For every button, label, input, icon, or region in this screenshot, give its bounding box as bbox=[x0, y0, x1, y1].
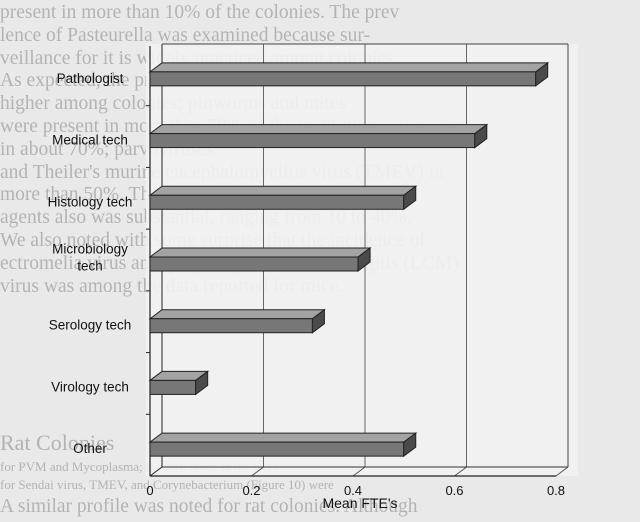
category-label: Virology tech bbox=[51, 379, 129, 394]
category-label: Pathologist bbox=[57, 71, 124, 86]
x-axis-label: Mean FTE's bbox=[322, 495, 397, 511]
x-tick-label: 0.6 bbox=[445, 483, 463, 498]
bar-top-face bbox=[148, 185, 418, 196]
bar-top-face bbox=[148, 432, 418, 443]
bar-end-face bbox=[403, 432, 417, 458]
x-tick-label: 0.8 bbox=[547, 483, 565, 498]
x-tick-label: 0.4 bbox=[344, 483, 362, 498]
x-tick-label: 0 bbox=[146, 483, 153, 498]
bar bbox=[149, 441, 405, 457]
category-label: Microbiology tech bbox=[52, 242, 128, 274]
bar-end-face bbox=[403, 185, 417, 211]
bar-top-face bbox=[148, 309, 326, 320]
floor-corner-line bbox=[149, 466, 163, 477]
bar-top-face bbox=[148, 62, 550, 73]
bar-end-face bbox=[474, 123, 488, 149]
category-label: Histology tech bbox=[48, 194, 133, 209]
gridline-foot bbox=[352, 466, 366, 477]
bar-end-face bbox=[535, 61, 549, 87]
x-tick-labels: 0 0.2 0.4 0.6 0.8 bbox=[146, 483, 565, 498]
category-label-line: Pathologist bbox=[57, 71, 124, 86]
category-label-line: Serology tech bbox=[49, 318, 132, 333]
background-text-line: lence of Pasteurella was examined becaus… bbox=[0, 24, 370, 46]
bar bbox=[149, 256, 359, 272]
bar-end-face bbox=[311, 308, 325, 334]
category-label-line: Medical tech bbox=[52, 133, 128, 148]
bar bbox=[149, 379, 197, 395]
bar-top-face bbox=[148, 124, 489, 135]
gridline-foot bbox=[251, 466, 264, 477]
bar-end-face bbox=[357, 247, 371, 272]
bar bbox=[149, 133, 476, 149]
gridline-foot bbox=[454, 466, 467, 477]
category-labels: Pathologist Medical tech Histology tech Mic… bbox=[48, 71, 133, 456]
chart-bars bbox=[148, 61, 550, 458]
bar-top-face bbox=[148, 247, 372, 258]
bar bbox=[149, 318, 313, 334]
category-label-line: Virology tech bbox=[51, 379, 129, 394]
background-text-line: present in more than 10% of the colonies… bbox=[0, 2, 400, 23]
category-label-line: Microbiology bbox=[52, 242, 128, 257]
bar-end-face bbox=[195, 370, 209, 396]
x-tick-label: 0.2 bbox=[242, 483, 260, 498]
bar bbox=[149, 194, 405, 210]
category-label: Other bbox=[73, 441, 107, 456]
category-label-line: tech bbox=[77, 259, 103, 274]
category-label: Serology tech bbox=[49, 318, 132, 333]
category-label: Medical tech bbox=[52, 133, 128, 148]
background-heading: Rat Colonies bbox=[0, 430, 115, 455]
background-text-line: for Sendai virus, TMEV, and Corynebacter… bbox=[0, 477, 334, 492]
category-label-line: Other bbox=[73, 441, 107, 456]
background-text-line: A similar profile was noted for rat colo… bbox=[0, 496, 418, 517]
category-label-line: Histology tech bbox=[48, 194, 133, 209]
gridline-foot bbox=[555, 466, 569, 477]
bar bbox=[149, 71, 537, 87]
